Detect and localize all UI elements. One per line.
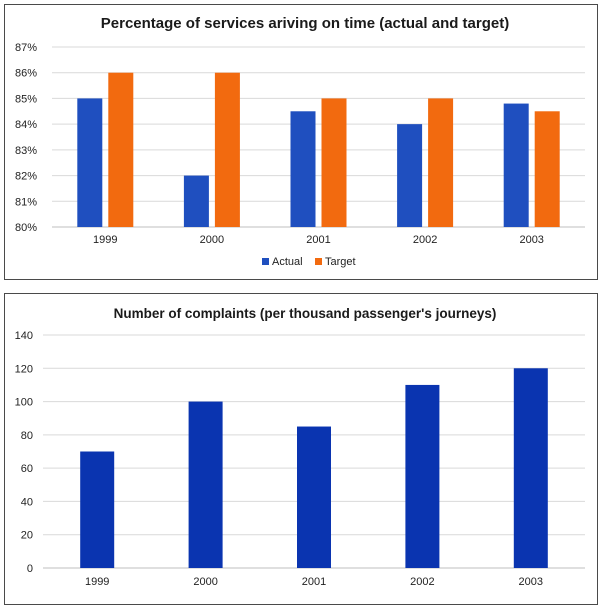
y-tick-label: 83% [15,145,37,157]
y-tick-label: 85% [15,93,37,105]
y-tick-label: 20 [21,530,33,542]
y-tick-label: 120 [15,363,33,375]
x-tick-label: 1999 [85,576,109,588]
bar-complaints-2003 [513,368,548,568]
chart-title: Number of complaints (per thousand passe… [114,306,497,321]
on-time-chart: Percentage of services ariving on time (… [15,15,585,268]
y-tick-label: 0 [27,563,33,575]
x-tick-label: 2000 [193,576,217,588]
x-tick-label: 2003 [519,234,543,246]
bar-target-2000 [214,72,240,227]
bar-target-2002 [428,98,454,227]
y-tick-label: 80% [15,222,37,234]
y-tick-label: 84% [15,119,37,131]
x-tick-label: 2003 [519,576,543,588]
bar-complaints-2002 [405,384,440,568]
on-time-chart-panel: Percentage of services ariving on time (… [4,4,598,280]
bar-actual-2003 [503,103,529,227]
x-tick-label: 1999 [93,234,117,246]
bar-complaints-1999 [80,451,115,568]
bar-target-2003 [534,111,560,227]
x-tick-label: 2000 [200,234,224,246]
complaints-chart: Number of complaints (per thousand passe… [15,306,585,588]
y-tick-label: 60 [21,463,33,475]
x-tick-label: 2002 [410,576,434,588]
y-tick-label: 100 [15,397,33,409]
legend-label-actual: Actual [272,256,303,268]
bar-actual-2000 [183,175,209,227]
bar-actual-2002 [397,124,423,227]
bar-actual-2001 [290,111,316,227]
bar-actual-1999 [77,98,103,227]
legend-swatch-target [315,258,322,265]
chart-title: Percentage of services ariving on time (… [101,15,509,32]
y-tick-label: 80 [21,430,33,442]
y-tick-label: 81% [15,196,37,208]
y-tick-label: 86% [15,68,37,80]
complaints-chart-panel: Number of complaints (per thousand passe… [4,293,598,605]
bar-complaints-2000 [188,401,223,568]
x-tick-label: 2002 [413,234,437,246]
x-tick-label: 2001 [302,576,326,588]
bar-target-2001 [321,98,347,227]
y-tick-label: 140 [15,330,33,342]
legend-label-target: Target [325,256,356,268]
bar-target-1999 [108,72,134,227]
y-tick-label: 82% [15,171,37,183]
y-tick-label: 87% [15,42,37,54]
legend-swatch-actual [262,258,269,265]
bar-complaints-2001 [297,426,331,568]
x-tick-label: 2001 [306,234,330,246]
y-tick-label: 40 [21,496,33,508]
